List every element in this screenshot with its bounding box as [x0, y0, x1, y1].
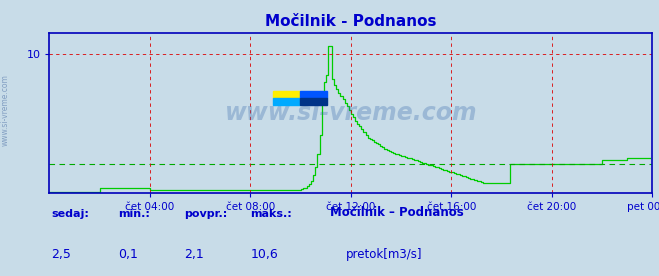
FancyBboxPatch shape: [273, 91, 300, 98]
Text: www.si-vreme.com: www.si-vreme.com: [225, 101, 477, 125]
Title: Močilnik - Podnanos: Močilnik - Podnanos: [265, 14, 437, 29]
FancyBboxPatch shape: [273, 98, 300, 105]
Text: 2,1: 2,1: [185, 248, 204, 261]
Text: 0,1: 0,1: [119, 248, 138, 261]
Text: povpr.:: povpr.:: [185, 209, 228, 219]
Text: maks.:: maks.:: [250, 209, 292, 219]
Text: sedaj:: sedaj:: [51, 209, 89, 219]
Text: pretok[m3/s]: pretok[m3/s]: [346, 248, 422, 261]
FancyBboxPatch shape: [300, 91, 327, 98]
Text: www.si-vreme.com: www.si-vreme.com: [1, 75, 10, 146]
Text: Močilnik – Podnanos: Močilnik – Podnanos: [330, 206, 463, 219]
FancyBboxPatch shape: [300, 98, 327, 105]
Text: 10,6: 10,6: [250, 248, 278, 261]
Text: 2,5: 2,5: [51, 248, 71, 261]
Text: min.:: min.:: [119, 209, 150, 219]
